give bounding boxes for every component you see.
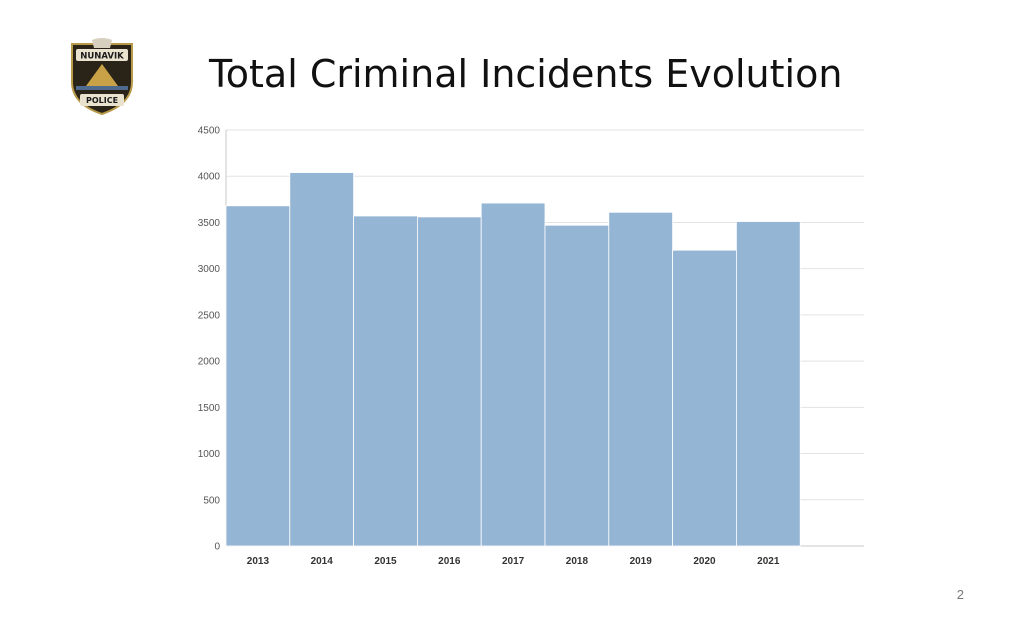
x-tick-label: 2020 xyxy=(693,556,716,567)
slide-title: Total Criminal Incidents Evolution xyxy=(209,52,843,96)
bar xyxy=(353,215,418,547)
y-tick-label: 1000 xyxy=(198,449,221,460)
bar xyxy=(480,202,546,547)
incidents-bar-chart: 0 500 1000 1500 2000 2500 3000 3500 4000 4500 2013… xyxy=(180,118,880,578)
y-tick-label: 4500 xyxy=(198,126,221,137)
bar xyxy=(416,216,482,547)
y-tick-label: 4000 xyxy=(198,172,221,183)
svg-text:POLICE: POLICE xyxy=(86,96,118,105)
x-tick-label: 2014 xyxy=(311,556,334,567)
x-tick-label: 2021 xyxy=(757,556,780,567)
svg-text:NUNAVIK: NUNAVIK xyxy=(80,52,124,62)
y-tick-label: 500 xyxy=(203,495,220,506)
x-tick-label: 2018 xyxy=(566,556,589,567)
bar xyxy=(289,172,355,547)
x-tick-label: 2016 xyxy=(438,556,461,567)
x-tick-label: 2015 xyxy=(374,556,397,567)
y-tick-label: 1500 xyxy=(198,403,221,414)
x-tick-label: 2017 xyxy=(502,556,525,567)
y-tick-label: 0 xyxy=(214,542,220,553)
bar xyxy=(672,249,737,547)
y-tick-label: 3500 xyxy=(198,218,221,229)
bar xyxy=(608,211,673,547)
x-tick-label: 2013 xyxy=(247,556,270,567)
y-tick-label: 2500 xyxy=(198,310,221,321)
bar xyxy=(544,224,610,547)
bar xyxy=(225,205,291,547)
bar xyxy=(736,221,801,547)
nunavik-police-logo: NUNAVIK POLICE xyxy=(64,38,140,116)
y-tick-label: 2000 xyxy=(198,357,221,368)
y-tick-label: 3000 xyxy=(198,264,221,275)
page-number: 2 xyxy=(956,587,964,602)
x-tick-label: 2019 xyxy=(630,556,653,567)
